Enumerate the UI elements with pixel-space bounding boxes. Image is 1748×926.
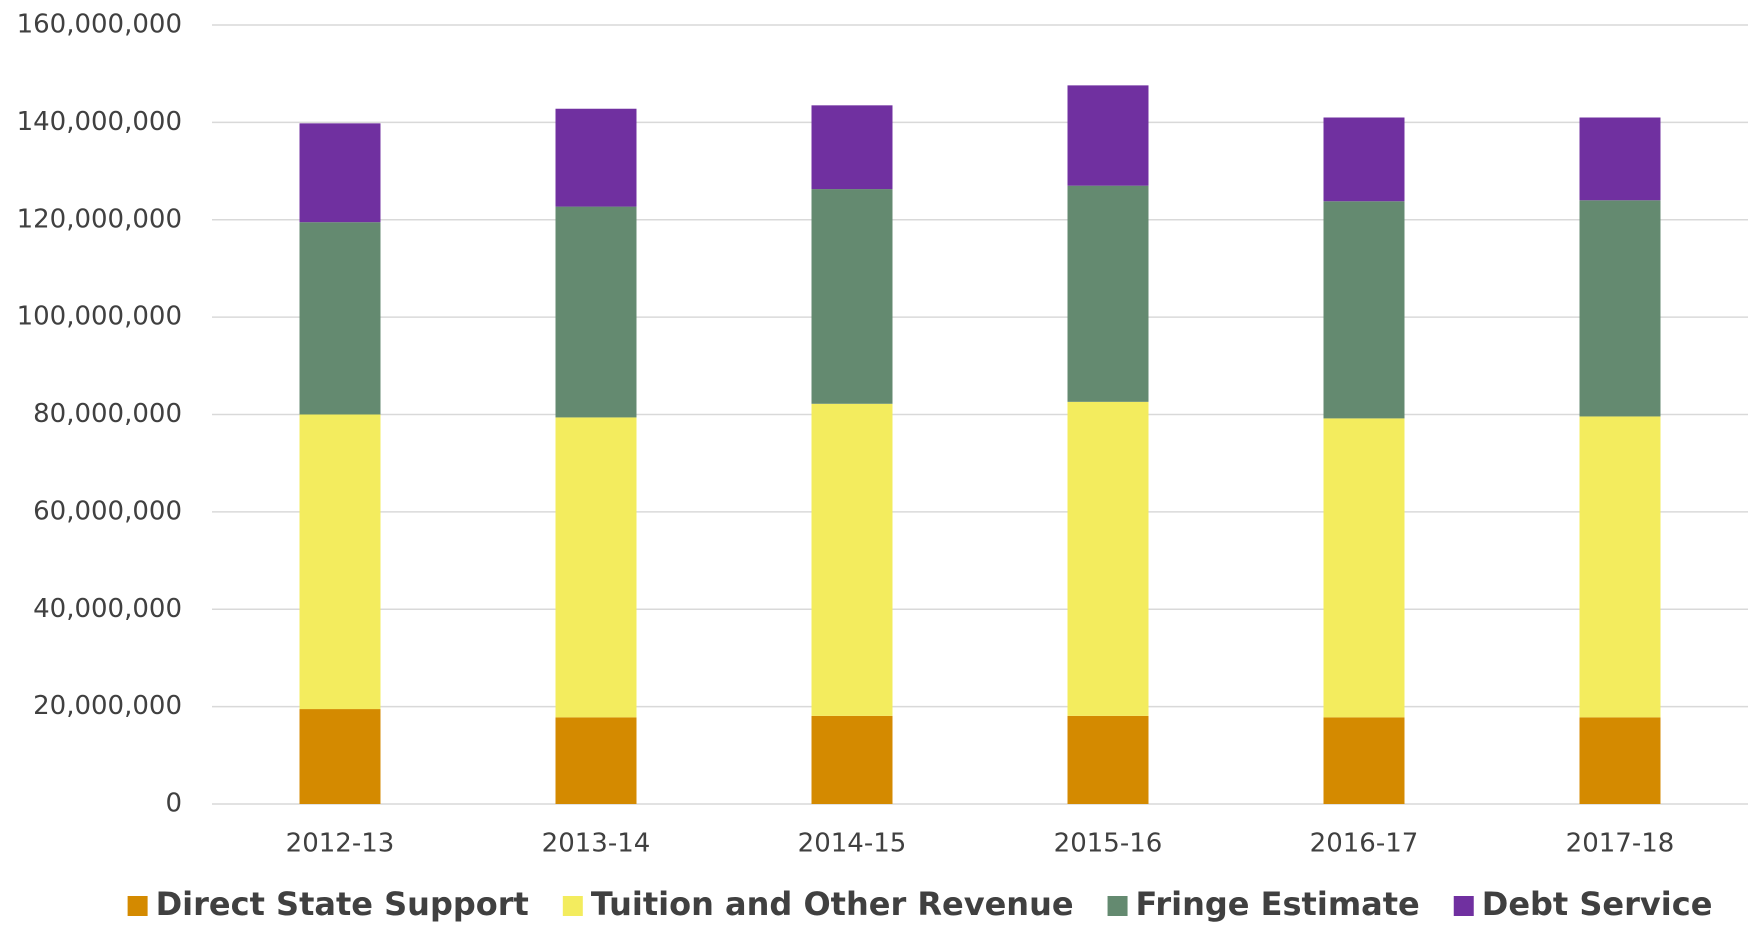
legend-swatch <box>563 896 583 916</box>
bar-segment <box>556 417 637 717</box>
bar-segment <box>1324 418 1405 717</box>
bar-segment <box>1580 118 1661 201</box>
legend-swatch <box>1108 896 1128 916</box>
bar-segment <box>300 415 381 710</box>
bar-segment <box>300 222 381 414</box>
bar-segment <box>812 189 893 404</box>
bar-segment <box>556 109 637 207</box>
bar-segment <box>1580 200 1661 416</box>
bar-segment <box>1068 716 1149 804</box>
x-tick-label: 2012-13 <box>286 829 395 859</box>
legend-swatch <box>128 896 148 916</box>
bar-segment <box>812 716 893 804</box>
bar-segment <box>1324 201 1405 418</box>
chart: 0 20,000,000 40,000,000 60,000,000 80,000,00… <box>0 0 1748 926</box>
y-tick-label: 40,000,000 <box>33 594 182 624</box>
bar-segment <box>1324 118 1405 202</box>
bar-segment <box>556 207 637 418</box>
bar-segment <box>556 717 637 804</box>
bar-segment <box>300 709 381 804</box>
legend-label: Fringe Estimate <box>1136 885 1420 923</box>
y-tick-label: 60,000,000 <box>33 496 182 526</box>
bar-segment <box>1580 717 1661 804</box>
bar-segment <box>812 105 893 189</box>
x-tick-label: 2013-14 <box>542 829 651 859</box>
bar-segment <box>812 404 893 716</box>
legend-label: Debt Service <box>1482 885 1713 923</box>
bar-segment <box>1068 186 1149 402</box>
y-tick-label: 0 <box>165 789 182 819</box>
bar-segment <box>1324 717 1405 804</box>
x-tick-label: 2017-18 <box>1566 829 1675 859</box>
legend-label: Tuition and Other Revenue <box>591 885 1074 923</box>
bar-segment <box>1068 85 1149 185</box>
y-tick-label: 160,000,000 <box>17 10 182 40</box>
x-tick-label: 2014-15 <box>798 829 907 859</box>
x-tick-label: 2015-16 <box>1054 829 1163 859</box>
y-tick-label: 120,000,000 <box>17 204 182 234</box>
x-tick-label: 2016-17 <box>1310 829 1419 859</box>
bar-segment <box>1580 416 1661 717</box>
y-tick-label: 100,000,000 <box>17 302 182 332</box>
y-tick-label: 140,000,000 <box>17 107 182 137</box>
y-tick-label: 20,000,000 <box>33 691 182 721</box>
legend-label: Direct State Support <box>156 885 529 923</box>
legend-swatch <box>1454 896 1474 916</box>
bar-segment <box>300 123 381 222</box>
y-tick-label: 80,000,000 <box>33 399 182 429</box>
bar-segment <box>1068 402 1149 716</box>
